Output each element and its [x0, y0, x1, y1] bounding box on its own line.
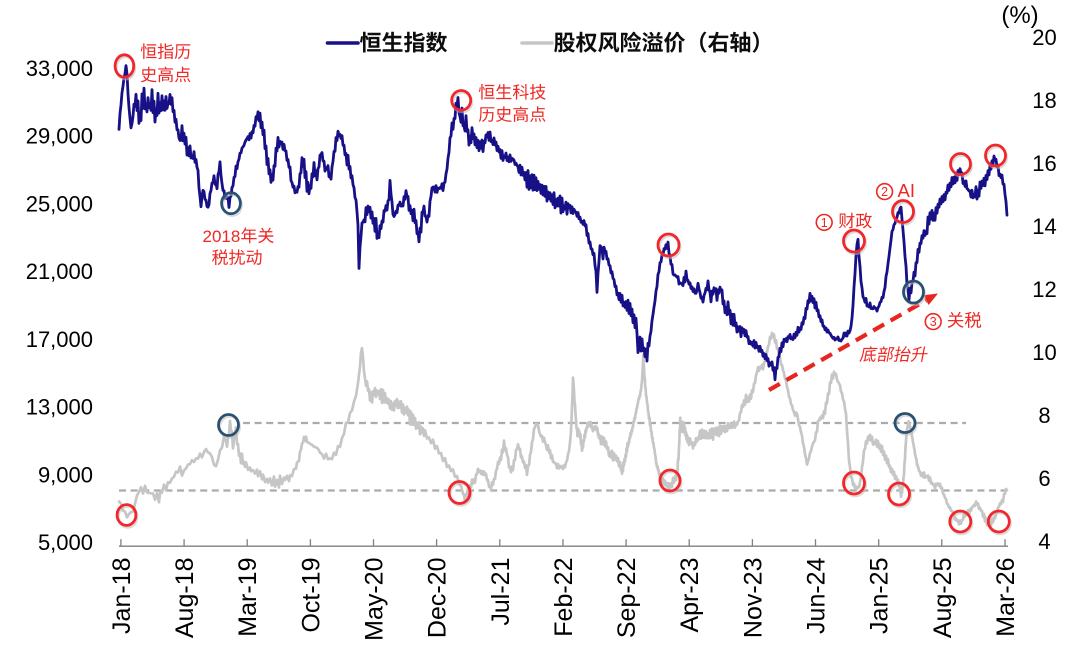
svg-text:Sep-22: Sep-22	[613, 558, 641, 639]
svg-text:16: 16	[1032, 151, 1056, 176]
svg-text:Jan-25: Jan-25	[866, 558, 894, 634]
svg-text:8: 8	[1038, 403, 1050, 428]
svg-text:25,000: 25,000	[26, 191, 93, 216]
svg-text:21,000: 21,000	[26, 259, 93, 284]
svg-text:Mar-19: Mar-19	[234, 558, 262, 637]
svg-text:(%): (%)	[1001, 2, 1038, 29]
svg-text:AI: AI	[898, 180, 915, 201]
svg-text:Jun-24: Jun-24	[803, 557, 831, 634]
svg-text:Mar-26: Mar-26	[992, 558, 1020, 637]
svg-text:4: 4	[1038, 529, 1050, 554]
svg-text:3: 3	[930, 315, 937, 329]
svg-text:2: 2	[881, 185, 888, 199]
svg-text:9,000: 9,000	[38, 462, 93, 487]
svg-text:33,000: 33,000	[26, 56, 93, 81]
svg-text:20: 20	[1032, 25, 1056, 50]
svg-text:May-20: May-20	[361, 558, 389, 641]
svg-text:5,000: 5,000	[38, 530, 93, 555]
svg-text:14: 14	[1032, 214, 1056, 239]
svg-text:10: 10	[1032, 340, 1056, 365]
svg-text:Aug-25: Aug-25	[929, 558, 957, 639]
svg-text:18: 18	[1032, 88, 1056, 113]
svg-text:Jul-21: Jul-21	[487, 558, 515, 626]
svg-text:6: 6	[1038, 466, 1050, 491]
svg-text:Oct-19: Oct-19	[297, 558, 325, 633]
svg-text:Aug-18: Aug-18	[171, 558, 199, 639]
svg-text:29,000: 29,000	[26, 124, 93, 149]
svg-text:2018: 2018	[203, 227, 241, 246]
svg-text:1: 1	[821, 216, 828, 230]
svg-text:Feb-22: Feb-22	[550, 558, 578, 637]
svg-text:Jan-18: Jan-18	[108, 558, 136, 634]
svg-text:12: 12	[1032, 277, 1056, 302]
svg-text:Dec-20: Dec-20	[424, 558, 452, 639]
svg-text:13,000: 13,000	[26, 395, 93, 420]
svg-text:17,000: 17,000	[26, 327, 93, 352]
svg-text:Nov-23: Nov-23	[739, 558, 767, 639]
svg-text:Apr-23: Apr-23	[676, 558, 704, 633]
